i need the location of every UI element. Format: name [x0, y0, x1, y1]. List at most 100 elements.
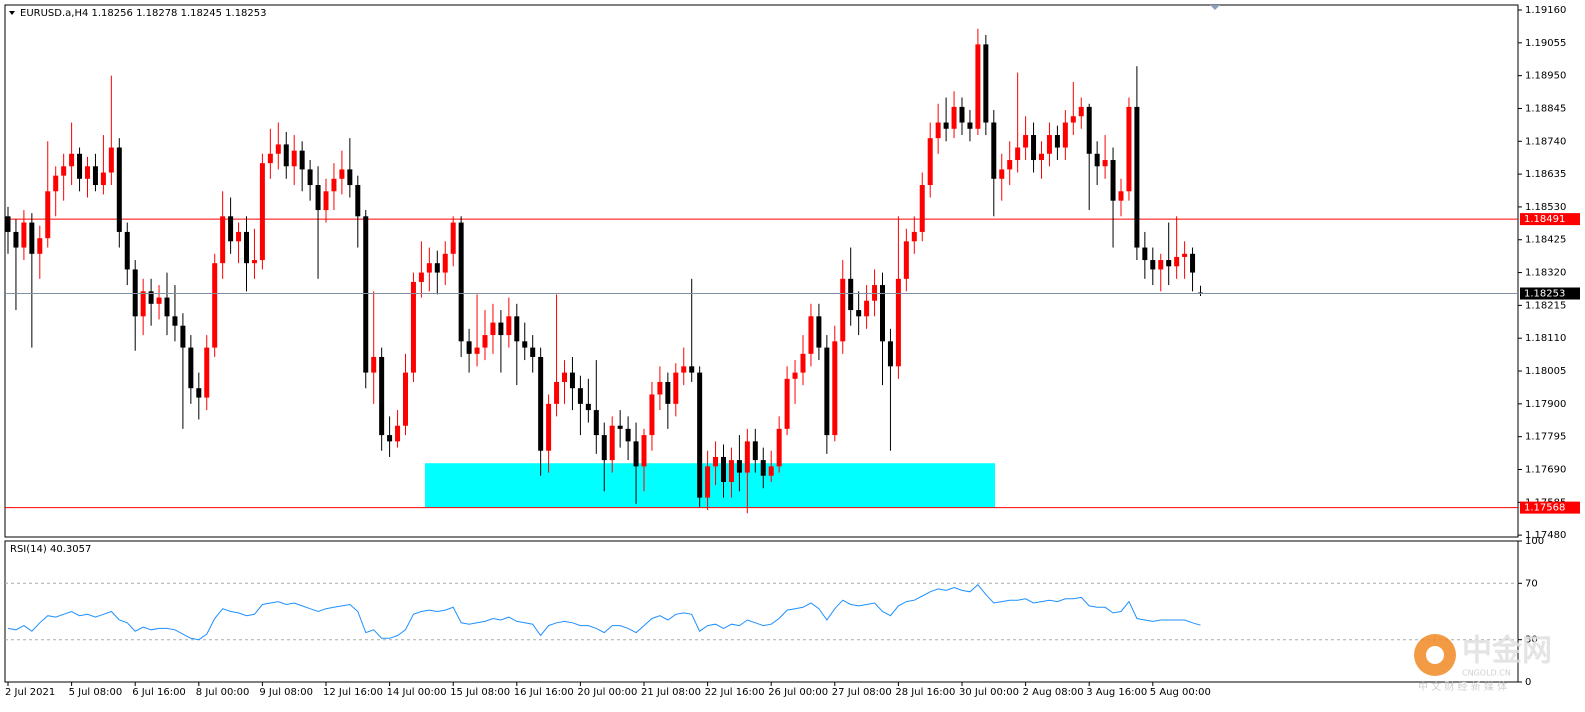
candle-body [538, 356, 544, 451]
candle-body [991, 122, 997, 179]
candle-body [1086, 106, 1092, 154]
level-label: 1.18491 [1524, 214, 1565, 225]
candle-body [760, 460, 766, 476]
candle-body [784, 378, 790, 429]
candle-body [840, 278, 846, 342]
candle-body [999, 169, 1005, 179]
rsi-tick-label: 70 [1525, 578, 1538, 589]
candle-body [140, 291, 146, 317]
candle-body [188, 347, 194, 389]
candle-body [776, 428, 782, 467]
candle-body [816, 316, 822, 348]
candle-body [53, 175, 59, 192]
candle-body [355, 185, 361, 217]
candle-body [983, 44, 989, 123]
logo-name: 中金网 [1462, 634, 1552, 669]
candle-body [482, 335, 488, 348]
candle-body [609, 425, 615, 461]
candle-body [713, 456, 719, 467]
candle-body [1174, 256, 1180, 267]
x-tick-label: 27 Jul 08:00 [832, 687, 892, 698]
y-tick-label: 1.18950 [1525, 71, 1566, 82]
x-tick-label: 15 Jul 08:00 [450, 687, 510, 698]
candle-body [395, 425, 401, 442]
candle-body [85, 166, 90, 179]
candle-body [156, 297, 162, 304]
x-tick-label: 5 Aug 00:00 [1150, 687, 1211, 698]
candle-body [244, 231, 249, 264]
candle-body [800, 353, 806, 373]
candle-body [935, 122, 941, 139]
candle-body [856, 310, 862, 317]
candle-body [124, 231, 130, 270]
x-tick-label: 14 Jul 00:00 [387, 687, 447, 698]
candle-body [1142, 247, 1148, 261]
candle-body [625, 428, 631, 442]
x-tick-label: 3 Aug 16:00 [1086, 687, 1147, 698]
candle-body [410, 281, 416, 373]
y-tick-label: 1.18740 [1525, 136, 1566, 147]
close: 1.18253 [225, 8, 266, 19]
candle-body [577, 388, 583, 404]
candle-body [379, 356, 385, 436]
candle-body [697, 372, 703, 498]
candle-body [5, 216, 11, 232]
candle-body [371, 356, 377, 373]
candle-body [1166, 260, 1172, 267]
candle-body [434, 263, 440, 273]
candle-body [466, 341, 472, 354]
candle-body [1158, 260, 1164, 270]
candle-body [943, 122, 949, 129]
candle-body [92, 166, 98, 186]
y-tick-label: 1.18005 [1525, 366, 1566, 377]
candle-body [45, 191, 51, 239]
x-tick-label: 21 Jul 08:00 [641, 687, 701, 698]
candle-body [887, 341, 893, 367]
candle-body [927, 138, 933, 186]
y-tick-label: 1.18110 [1525, 333, 1566, 344]
candle-body [593, 410, 599, 436]
candle-body [1031, 135, 1037, 161]
candle-body [665, 381, 671, 404]
candle-body [498, 322, 504, 336]
candle-body [872, 285, 878, 301]
candle-body [1110, 160, 1116, 201]
x-tick-label: 22 Jul 16:00 [705, 687, 765, 698]
candle-body [339, 169, 345, 179]
candle-body [61, 166, 67, 176]
y-tick-label: 1.19160 [1525, 5, 1566, 16]
level-tag [1520, 501, 1580, 514]
open: 1.18256 [92, 8, 133, 19]
candle-body [681, 366, 687, 373]
candle-body [196, 388, 202, 398]
x-tick-label: 8 Jul 00:00 [196, 687, 250, 698]
candle-body [1015, 147, 1021, 161]
candle-body [236, 231, 242, 242]
candle-body [458, 222, 464, 342]
candle-body [387, 435, 393, 442]
low: 1.18245 [181, 8, 222, 19]
x-tick-label: 6 Jul 16:00 [132, 687, 186, 698]
candle-body [903, 241, 909, 279]
candle-body [752, 441, 758, 461]
menu-arrow [9, 11, 15, 15]
candle-body [228, 216, 234, 242]
x-tick-label: 2 Jul 2021 [5, 687, 55, 698]
candle-body [299, 150, 305, 170]
candle-body [951, 106, 957, 129]
candle-body [546, 403, 552, 451]
candle-body [1102, 160, 1108, 167]
candle-body [601, 435, 607, 461]
candle-body [450, 222, 456, 254]
candle-body [259, 163, 265, 261]
candle-body [689, 366, 695, 373]
candle-body [641, 435, 647, 467]
x-tick-label: 28 Jul 16:00 [895, 687, 955, 698]
candle-body [768, 466, 774, 476]
candle-body [363, 216, 369, 373]
candle-body [585, 403, 591, 411]
candle-body [1134, 106, 1140, 248]
candle-body [522, 341, 528, 348]
candle-body [307, 169, 313, 186]
